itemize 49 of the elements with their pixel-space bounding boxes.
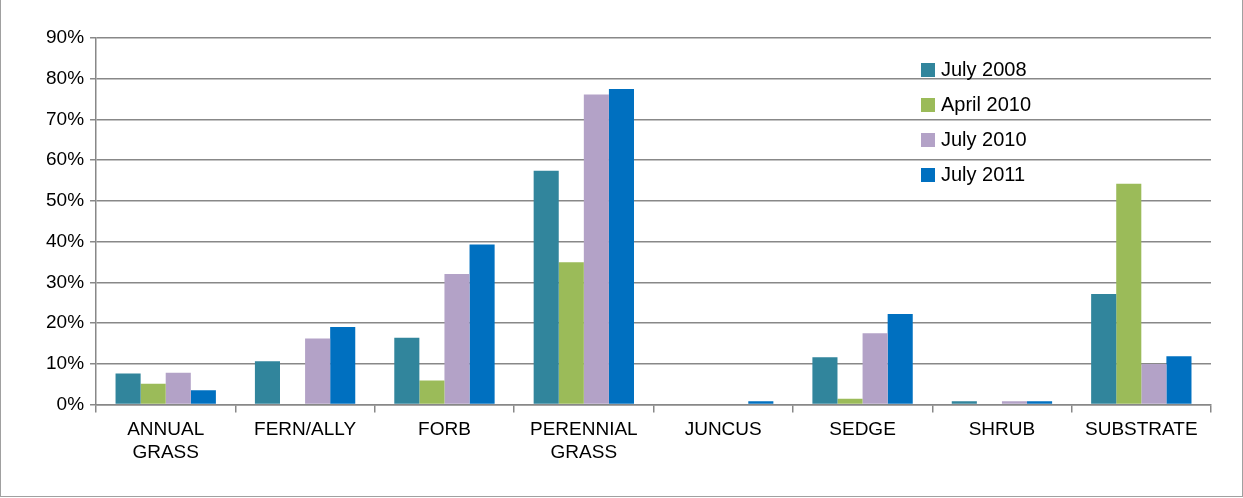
bar — [190, 390, 216, 404]
x-tick-label: SUBSTRATE — [1085, 418, 1198, 440]
bar — [558, 262, 584, 404]
bar — [837, 398, 863, 404]
bar — [1001, 401, 1028, 404]
bar — [1116, 183, 1142, 404]
y-tick-label: 0% — [56, 392, 85, 414]
bar — [583, 94, 609, 404]
bar — [608, 88, 634, 404]
y-tick-label: 50% — [46, 189, 85, 211]
bar — [1141, 364, 1167, 404]
y-tick-label: 20% — [46, 311, 85, 333]
x-tick-label: SEDGE — [829, 418, 896, 440]
legend-label: July 2010 — [941, 127, 1027, 152]
bar — [419, 380, 445, 404]
bar — [1091, 294, 1117, 404]
y-tick-label: 90% — [46, 26, 85, 48]
y-tick-label: 40% — [46, 229, 85, 251]
y-tick-label: 30% — [46, 270, 85, 292]
y-tick-label: 60% — [46, 148, 85, 170]
legend-label: July 2011 — [941, 162, 1026, 187]
bar — [330, 327, 356, 404]
bar — [1027, 401, 1053, 404]
x-tick-label: ANNUAL GRASS — [127, 418, 205, 462]
bar — [140, 383, 166, 404]
bar — [115, 373, 141, 404]
x-tick-label: PERENNIAL GRASS — [529, 418, 638, 462]
bar — [748, 401, 774, 404]
y-tick-label: 70% — [46, 107, 85, 129]
bar — [254, 361, 280, 404]
bar — [533, 170, 559, 404]
bar — [394, 337, 420, 404]
bar — [862, 333, 888, 404]
bar — [887, 314, 913, 404]
y-tick-label: 10% — [46, 351, 85, 373]
x-tick-label: SHRUB — [968, 418, 1036, 440]
bar — [444, 274, 470, 404]
bar — [951, 401, 977, 404]
x-tick-label: FORB — [418, 418, 471, 440]
bar — [469, 244, 495, 404]
bar — [812, 357, 838, 404]
y-tick-label: 80% — [46, 66, 85, 88]
x-tick-label: FERN/ALLY — [254, 418, 357, 440]
legend-label: July 2008 — [941, 57, 1027, 82]
x-tick-label: JUNCUS — [684, 418, 762, 440]
legend-label: April 2010 — [941, 92, 1032, 117]
bar — [1166, 356, 1192, 404]
bar — [305, 338, 331, 404]
bar — [165, 372, 191, 404]
